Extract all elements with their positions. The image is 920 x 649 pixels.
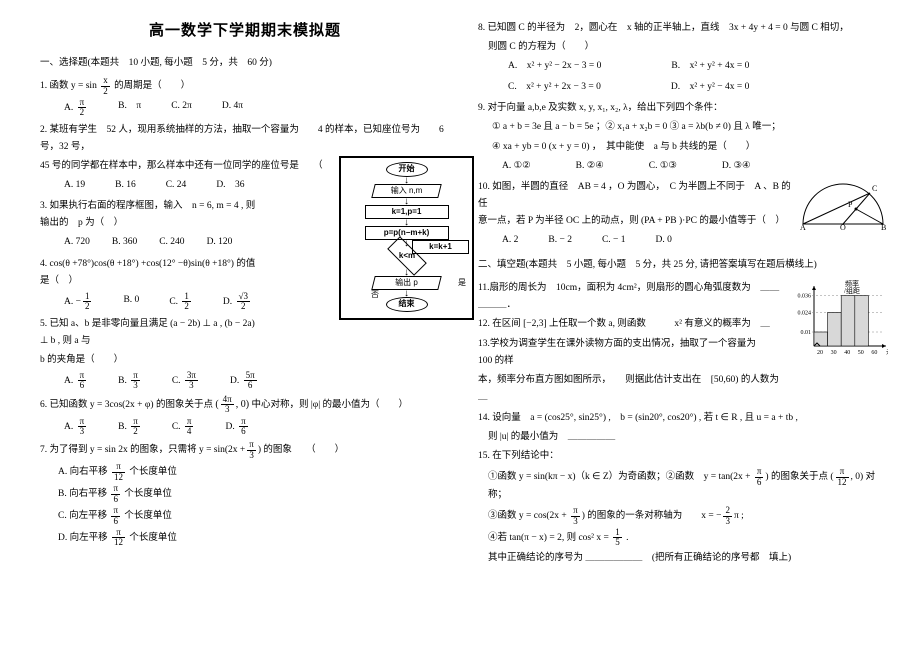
svg-text:0.036: 0.036	[798, 294, 812, 300]
flow-end: 结束	[386, 297, 428, 312]
svg-text:0.024: 0.024	[798, 311, 812, 317]
q8b: 则圆 C 的方程为（ ）	[488, 39, 888, 56]
q5: 5. 已知 a、b 是非零向量且满足 (a − 2b) ⊥ a , (b − 2…	[40, 316, 260, 350]
q9-options: A. ①②B. ②④C. ①③D. ③④	[502, 158, 888, 175]
q8-options-2: C. x² + y² + 2x − 3 = 0D. x² + y² − 4x =…	[508, 79, 888, 96]
svg-text:0.01: 0.01	[801, 330, 812, 336]
svg-text:30: 30	[831, 350, 837, 356]
svg-text:60: 60	[871, 350, 877, 356]
section-1-heading: 一、选择题(本题共 10 小题, 每小题 5 分，共 60 分)	[40, 55, 450, 72]
q13b: 本，频率分布直方图如图所示， 则据此估计支出在 [50,60) 的人数为 ＿	[478, 372, 788, 406]
q9: 9. 对于向量 a,b,e 及实数 x, y, x₁, x₂, λ，给出下列四个…	[478, 100, 888, 117]
q15: 15. 在下列结论中：	[478, 448, 888, 465]
q15b: ③函数 y = cos(2x + π3) 的图象的一条对称轴为 x = −23π…	[488, 506, 888, 526]
q9a: ① a + b = 3e 且 a − b = 5e ；② x₁a + x₂b =…	[492, 119, 888, 136]
q7: 7. 为了得到 y = sin 2x 的图象，只需将 y = sin(2x +π…	[40, 440, 450, 460]
q7d: D. 向左平移 π12 个长度单位	[58, 528, 450, 548]
section-2-heading: 二、填空题(本题共 5 小题, 每小题 5 分，共 25 分, 请把答案填写在题…	[478, 257, 888, 274]
histogram-figure: 频率/组距0.0360.0240.012030405060元	[792, 278, 888, 365]
flowchart: 开始 ↓ 输入 n,m ↓ k=1,p=1 ↓ p=p(n−m+k) k=k+1…	[339, 156, 474, 320]
q14b: 则 |u| 的最小值为 ＿＿＿＿＿	[488, 429, 888, 446]
q2: 2. 某班有学生 52 人，现用系统抽样的方法，抽取一个容量为 4 的样本，已知…	[40, 122, 450, 156]
q11-13-row: 11.扇形的周长为 10cm，面积为 4cm²，则扇形的圆心角弧度数为 ＿＿＿＿…	[478, 278, 888, 408]
flow-input: 输入 n,m	[371, 184, 441, 198]
q7b: B. 向右平移 π6 个长度单位	[58, 484, 450, 504]
svg-text:40: 40	[844, 350, 850, 356]
q1: 1. 函数 y = sin x2 的周期是（ ）	[40, 76, 450, 96]
q9b: ④ xa + yb = 0 (x + y = 0) ， 其中能使 a 与 b 共…	[492, 139, 888, 156]
q5b: b 的夹角是（ ）	[40, 352, 450, 369]
q7c: C. 向左平移 π6 个长度单位	[58, 506, 450, 526]
q8-options-1: A. x² + y² − 2x − 3 = 0B. x² + y² + 4x =…	[508, 58, 888, 75]
q5-options: A. π6 B. π3 C. 3π3 D. 5π6	[64, 371, 450, 391]
svg-text:元: 元	[886, 349, 888, 356]
q13: 13.学校为调查学生在课外读物方面的支出情况，抽取了一个容量为 100 的样	[478, 336, 788, 370]
q15a: ①函数 y = sin(kπ − x)（k ∈ Z）为奇函数；②函数 y = t…	[488, 467, 888, 504]
page-title: 高一数学下学期期末模拟题	[40, 18, 450, 45]
flow-output: 输出 p	[371, 276, 441, 290]
svg-text:B: B	[881, 223, 886, 231]
svg-text:50: 50	[858, 350, 864, 356]
q10: 10. 如图，半圆的直径 AB = 4 ，O 为圆心， C 为半圆上不同于 A …	[478, 179, 792, 213]
svg-text:20: 20	[817, 350, 823, 356]
semicircle-figure: A O B C P	[798, 179, 888, 231]
q10-options: A. 2B. − 2C. − 1D. 0	[502, 232, 792, 249]
q10-row: 10. 如图，半圆的直径 AB = 4 ，O 为圆心， C 为半圆上不同于 A …	[478, 179, 888, 253]
svg-text:A: A	[800, 223, 806, 231]
q1-options: A. π2 B. π C. 2π D. 4π	[64, 98, 450, 118]
q11: 11.扇形的周长为 10cm，面积为 4cm²，则扇形的圆心角弧度数为 ＿＿＿＿…	[478, 280, 788, 314]
svg-text:O: O	[840, 223, 846, 231]
q14: 14. 设向量 a = (cos25°, sin25°) , b = (sin2…	[478, 410, 888, 427]
q7a: A. 向右平移 π12 个长度单位	[58, 462, 450, 482]
svg-text:/组距: /组距	[844, 286, 860, 295]
q4: 4. cos(θ +78°)cos(θ +18°) +cos(12° −θ)si…	[40, 256, 260, 290]
q6-options: A. π3 B. π2 C. π4 D. π6	[64, 417, 450, 437]
q10b: 意一点，若 P 为半径 OC 上的动点，则 (PA + PB )·PC 的最小值…	[478, 213, 792, 230]
svg-text:C: C	[872, 184, 877, 193]
q12: 12. 在区间 [−2,3] 上任取一个数 a, 则函数 x² 有意义的概率为 …	[478, 316, 788, 333]
q15d: 其中正确结论的序号为 ＿＿＿＿＿＿ (把所有正确结论的序号都 填上)	[488, 550, 888, 567]
svg-text:P: P	[848, 200, 853, 209]
q3: 3. 如果执行右面的程序框图，输入 n = 6, m = 4 , 则输出的 p …	[40, 198, 260, 232]
q15c: ④若 tan(π − x) = 2, 则 cos² x = 15 .	[488, 528, 888, 548]
q6: 6. 已知函数 y = 3cos(2x + φ) 的图象关于点 (4π3, 0)…	[40, 395, 450, 415]
q8: 8. 已知圆 C 的半径为 2，圆心在 x 轴的正半轴上，直线 3x + 4y …	[478, 20, 888, 37]
